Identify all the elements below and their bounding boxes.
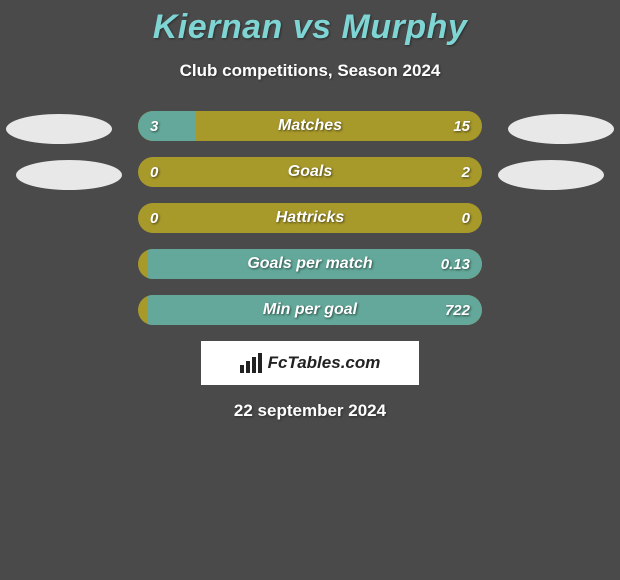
subtitle: Club competitions, Season 2024 (0, 61, 620, 81)
stat-bar: Min per goal722 (138, 295, 482, 325)
player-left-badge-2 (16, 160, 122, 190)
player-right-badge-1 (508, 114, 614, 144)
page-title: Kiernan vs Murphy (0, 0, 620, 47)
logo-fctables: FcTables.com (201, 341, 419, 385)
player-right-badge-2 (498, 160, 604, 190)
footer-date: 22 september 2024 (0, 401, 620, 421)
bar-value-left: 0 (150, 203, 158, 233)
stat-bar: Goals0 2 (138, 157, 482, 187)
bar-value-right: 0 (462, 203, 470, 233)
bars-container: Matches315Goals02Hattricks00Goals per ma… (138, 111, 482, 325)
player-left-badge-1 (6, 114, 112, 144)
bar-label: Goals (138, 157, 482, 187)
comparison-chart: Matches315Goals02Hattricks00Goals per ma… (0, 111, 620, 325)
bar-fill-left (138, 111, 196, 141)
logo-text: FcTables.com (268, 353, 381, 373)
bar-fill-right (148, 249, 482, 279)
bar-value-right: 2 (462, 157, 470, 187)
bar-fill-right (148, 295, 482, 325)
stat-bar: Hattricks0 0 (138, 203, 482, 233)
bar-label: Hattricks (138, 203, 482, 233)
stat-bar: Goals per match0.13 (138, 249, 482, 279)
bars-icon (240, 353, 262, 373)
stat-bar: Matches315 (138, 111, 482, 141)
bar-value-left: 0 (150, 157, 158, 187)
bar-value-right: 15 (453, 111, 470, 141)
